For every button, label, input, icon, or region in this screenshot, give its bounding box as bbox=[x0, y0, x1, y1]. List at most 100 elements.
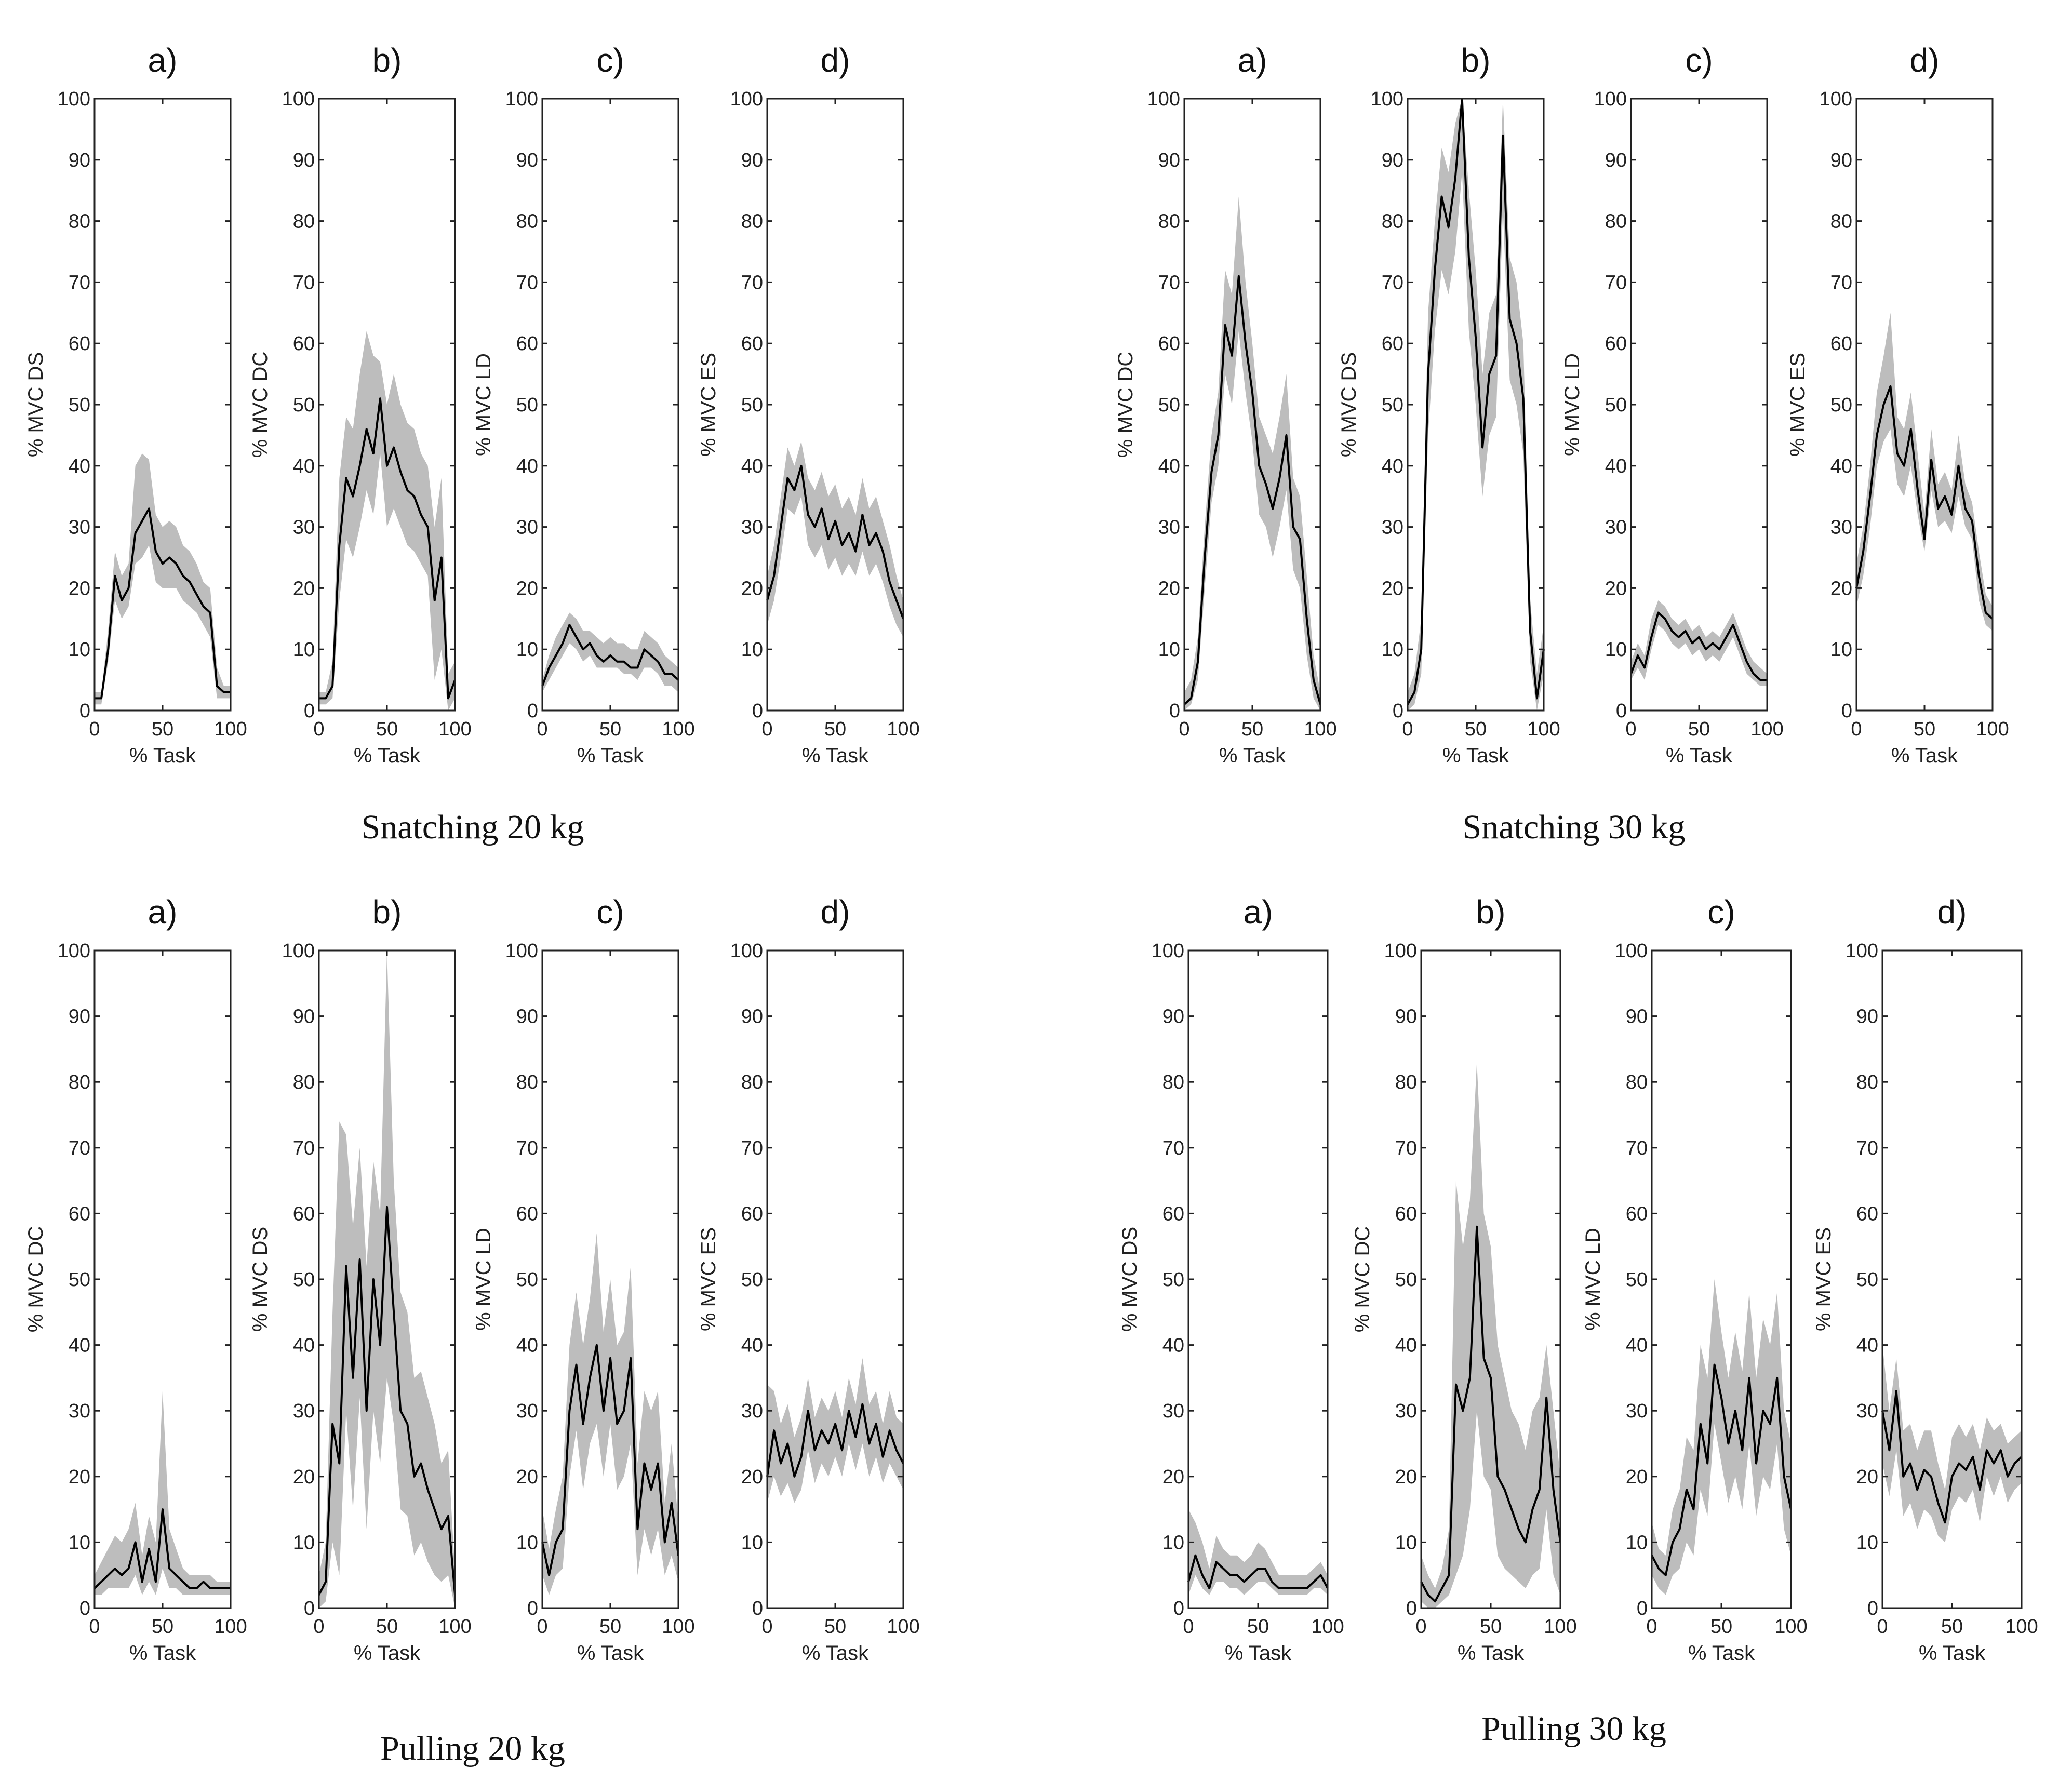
y-tick-label: 10 bbox=[1830, 639, 1852, 661]
y-tick-label: 60 bbox=[1605, 333, 1627, 355]
x-tick-label: 50 bbox=[1710, 1616, 1732, 1638]
group-label-pulling-30: Pulling 30 kg bbox=[1481, 1710, 1666, 1748]
panel-4-a: a) 0 10 20 30 40 50 60 70 80 90 100 0 50 100 % Task % MV… bbox=[1118, 893, 1344, 1665]
sd-band bbox=[95, 1391, 231, 1595]
y-tick-label: 30 bbox=[1162, 1400, 1184, 1422]
y-tick-label: 40 bbox=[741, 1335, 763, 1357]
panel-title: d) bbox=[821, 42, 850, 79]
y-tick-label: 100 bbox=[58, 940, 90, 962]
panel-title: a) bbox=[148, 893, 178, 931]
y-tick-label: 30 bbox=[1605, 517, 1627, 539]
x-axis-label: % Task bbox=[1666, 744, 1733, 767]
y-tick-label: 40 bbox=[69, 456, 90, 477]
y-tick-label: 10 bbox=[1158, 639, 1180, 661]
y-tick-label: 0 bbox=[1173, 1598, 1184, 1619]
x-tick-label: 50 bbox=[824, 1616, 846, 1638]
panel-title: b) bbox=[1476, 893, 1506, 931]
y-tick-label: 70 bbox=[1162, 1137, 1184, 1159]
y-tick-label: 60 bbox=[293, 1203, 315, 1225]
y-tick-label: 40 bbox=[1158, 456, 1180, 477]
y-tick-label: 0 bbox=[752, 1598, 763, 1619]
y-tick-label: 50 bbox=[69, 394, 90, 416]
y-tick-label: 100 bbox=[1384, 940, 1417, 962]
mean-line bbox=[318, 1206, 456, 1596]
y-axis-label: % MVC DS bbox=[1118, 1227, 1141, 1332]
y-tick-label: 80 bbox=[1395, 1071, 1417, 1093]
x-tick-label: 0 bbox=[1625, 718, 1636, 740]
x-tick-label: 50 bbox=[1247, 1616, 1269, 1638]
mean-line bbox=[95, 507, 231, 700]
y-tick-label: 70 bbox=[516, 272, 538, 293]
x-tick-label: 0 bbox=[1179, 718, 1189, 740]
x-tick-label: 50 bbox=[376, 1616, 398, 1638]
y-tick-label: 60 bbox=[293, 333, 315, 355]
y-axis-label: % MVC DS bbox=[249, 1227, 272, 1332]
x-tick-label: 100 bbox=[1544, 1616, 1576, 1638]
y-tick-label: 90 bbox=[293, 150, 315, 171]
y-tick-label: 60 bbox=[1382, 333, 1403, 355]
y-tick-label: 10 bbox=[293, 1532, 315, 1553]
y-tick-label: 20 bbox=[1395, 1466, 1417, 1488]
y-tick-label: 20 bbox=[1830, 578, 1852, 599]
y-tick-label: 60 bbox=[1856, 1203, 1878, 1225]
y-tick-label: 100 bbox=[1371, 88, 1403, 110]
x-tick-label: 0 bbox=[761, 718, 772, 740]
y-tick-label: 20 bbox=[516, 578, 538, 599]
y-tick-label: 0 bbox=[752, 700, 763, 722]
y-tick-label: 70 bbox=[1626, 1137, 1648, 1159]
y-tick-label: 80 bbox=[1626, 1071, 1648, 1093]
y-tick-label: 90 bbox=[1605, 150, 1627, 171]
sd-band bbox=[1882, 1345, 2022, 1543]
mean-line bbox=[1183, 275, 1321, 705]
panel-title: b) bbox=[372, 893, 402, 931]
y-tick-label: 80 bbox=[69, 1071, 90, 1093]
x-axis-label: % Task bbox=[577, 744, 644, 767]
axes-frame bbox=[1187, 949, 1329, 1609]
y-tick-label: 20 bbox=[293, 1466, 315, 1488]
panel-2-d: d) 0 10 20 30 40 50 60 70 80 90 100 0 50 100 % Task % MV… bbox=[1786, 42, 2009, 767]
y-tick-label: 80 bbox=[741, 1071, 763, 1093]
panel-2-b: b) 0 10 20 30 40 50 60 70 80 90 100 0 50 100 % Task % MV… bbox=[1338, 42, 1560, 767]
y-tick-label: 0 bbox=[1406, 1598, 1417, 1619]
x-tick-label: 0 bbox=[1415, 1616, 1426, 1638]
sd-band bbox=[1188, 1509, 1328, 1595]
y-tick-label: 30 bbox=[293, 517, 315, 539]
y-axis-label: % MVC LD bbox=[472, 1228, 495, 1331]
y-tick-label: 90 bbox=[516, 150, 538, 171]
y-tick-label: 40 bbox=[1162, 1335, 1184, 1357]
y-tick-label: 20 bbox=[1162, 1466, 1184, 1488]
y-tick-label: 10 bbox=[516, 639, 538, 661]
y-tick-label: 80 bbox=[516, 211, 538, 233]
y-tick-label: 40 bbox=[741, 456, 763, 477]
y-tick-label: 30 bbox=[1830, 517, 1852, 539]
x-tick-label: 0 bbox=[1646, 1616, 1657, 1638]
y-tick-label: 100 bbox=[1615, 940, 1648, 962]
panel-4-b: b) 0 10 20 30 40 50 60 70 80 90 100 0 50 100 % Task % MV… bbox=[1351, 893, 1577, 1665]
y-tick-label: 90 bbox=[741, 1006, 763, 1028]
sd-band bbox=[1408, 99, 1544, 711]
y-tick-label: 60 bbox=[1395, 1203, 1417, 1225]
y-tick-label: 40 bbox=[1395, 1335, 1417, 1357]
sd-band bbox=[1631, 600, 1767, 686]
y-tick-label: 20 bbox=[516, 1466, 538, 1488]
panel-title: c) bbox=[1685, 42, 1713, 79]
y-tick-label: 70 bbox=[1856, 1137, 1878, 1159]
panel-1-d: d) 0 10 20 30 40 50 60 70 80 90 100 0 50 100 % Task % MV… bbox=[697, 42, 920, 767]
sd-band bbox=[767, 441, 903, 637]
panel-title: d) bbox=[1910, 42, 1940, 79]
y-tick-label: 0 bbox=[1393, 700, 1403, 722]
x-tick-label: 50 bbox=[376, 718, 398, 740]
sd-band bbox=[319, 950, 455, 1608]
sd-band bbox=[542, 612, 678, 692]
y-tick-label: 90 bbox=[741, 150, 763, 171]
x-tick-label: 100 bbox=[662, 718, 694, 740]
mean-line bbox=[1407, 98, 1545, 705]
x-axis-label: % Task bbox=[802, 744, 869, 767]
y-tick-label: 70 bbox=[1605, 272, 1627, 293]
y-tick-label: 70 bbox=[741, 1137, 763, 1159]
panel-3-c: c) 0 10 20 30 40 50 60 70 80 90 100 0 50 100 % Task % MV… bbox=[472, 893, 695, 1665]
y-tick-label: 100 bbox=[58, 88, 90, 110]
y-tick-label: 10 bbox=[741, 1532, 763, 1553]
y-tick-label: 80 bbox=[293, 1071, 315, 1093]
